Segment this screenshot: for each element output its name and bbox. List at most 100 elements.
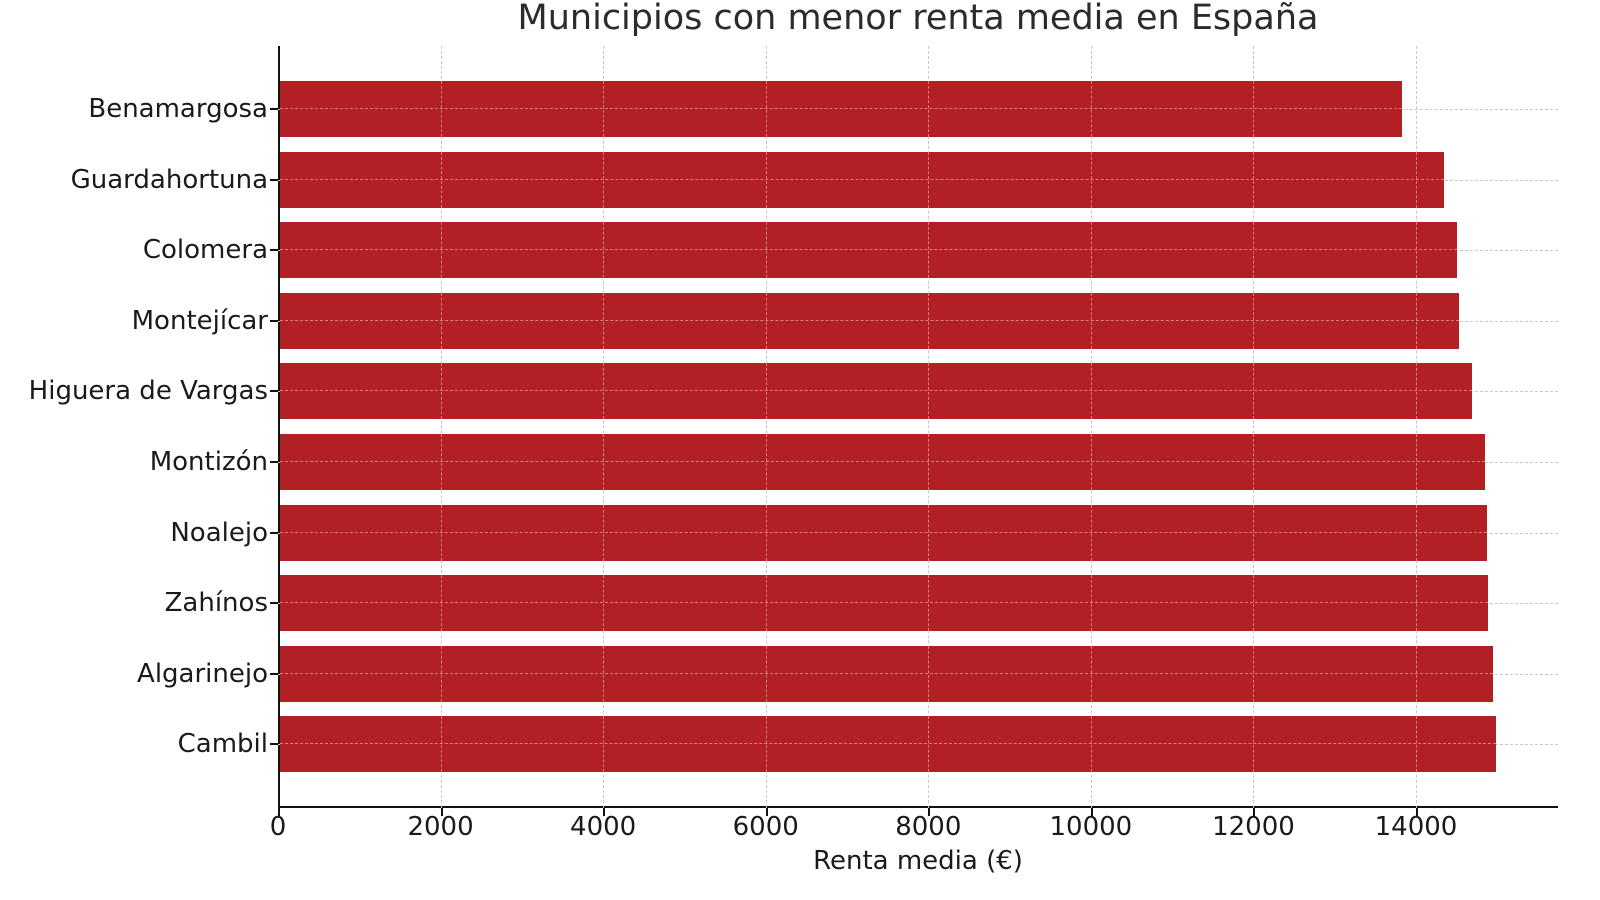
bar-gridline [1253,363,1255,420]
y-tick-label: Montejícar [131,305,268,336]
y-axis-line [278,46,280,808]
y-tick-mark [270,249,278,252]
bar-gridline [440,504,442,561]
bar-gridline [280,319,1460,321]
y-tick-mark [270,178,278,181]
bar-gridline [1253,504,1255,561]
bar-gridline [603,434,605,490]
bar-gridline [928,575,930,632]
bar-gridline [280,249,1458,251]
y-tick-label: Cambil [177,729,268,760]
y-tick-mark [270,319,278,322]
bar-gridline [280,178,1444,180]
bar-gridline [765,434,767,490]
bar-gridline [765,504,767,561]
x-tick-label: 8000 [895,812,962,842]
x-gridline [765,46,767,808]
bar-gridline [1253,222,1255,279]
x-tick-mark [928,808,931,816]
x-tick-label: 0 [269,812,287,842]
y-tick-label: Montizón [149,447,268,477]
x-tick-label: 12000 [1212,812,1295,842]
bar-gridline [765,292,767,349]
x-gridline [1253,46,1255,808]
x-tick-label: 10000 [1049,812,1133,842]
x-tick-mark [278,808,280,816]
bar-gridline [1090,434,1092,490]
bar-gridline [1253,575,1255,632]
bar-gridline [1090,504,1092,561]
x-tick-label: 14000 [1374,812,1458,842]
bar-gridline [603,222,605,279]
bar-gridline [1416,716,1417,773]
bar-gridline [440,292,442,349]
bar-gridline [1253,434,1255,490]
bar-gridline [280,461,1486,462]
x-gridline [603,46,605,808]
bar [280,151,1444,208]
bar-gridline [603,151,605,208]
bar-gridline [603,645,605,702]
bar [280,222,1458,279]
bar-gridline [280,531,1487,533]
bar [280,81,1403,137]
x-tick-label: 6000 [732,812,799,842]
bar-gridline [1090,151,1092,208]
bar-gridline [603,81,605,137]
y-tick-label: Zahínos [164,588,268,619]
bar-gridline [928,292,930,349]
bar-gridline [765,645,767,702]
bar [280,716,1496,773]
bar-gridline [928,151,930,208]
bar-gridline [280,672,1494,674]
bar-gridline [603,363,605,420]
bar [280,645,1494,702]
bar-gridline [1253,81,1255,137]
bar [280,504,1487,561]
bar [280,292,1460,349]
y-tick-mark [270,531,278,534]
bar-gridline [765,222,767,279]
bar-gridline [765,151,767,208]
x-tick-mark [440,808,443,816]
bar-gridline [928,716,930,773]
bar-gridline [1253,645,1255,702]
plot-area [270,46,1558,816]
bar [280,363,1473,420]
y-tick-label: Algarinejo [137,658,268,689]
x-tick-mark [1416,808,1418,816]
bar-gridline [440,575,442,632]
y-tick-label: Colomera [142,235,268,266]
x-tick-mark [1090,808,1093,816]
bar-gridline [1416,222,1417,279]
bar-gridline [1090,645,1092,702]
y-tick-mark [270,672,278,675]
bar-gridline [440,81,442,137]
bar-gridline [928,434,930,490]
bar-gridline [603,575,605,632]
bar-gridline [440,363,442,420]
bar-gridline [765,81,767,137]
bar-gridline [603,504,605,561]
bar-gridline [1416,151,1417,208]
bar-gridline [1090,575,1092,632]
bar-gridline [765,363,767,420]
bar-gridline [765,716,767,773]
x-axis-line [278,806,1558,808]
bar-gridline [1416,363,1417,420]
x-tick-mark [765,808,768,816]
y-tick-label: Guardahortuna [70,164,268,195]
bar-gridline [928,81,930,137]
chart-title: Municipios con menor renta media en Espa… [517,0,1319,38]
bar-gridline [440,716,442,773]
bar-gridline [1253,292,1255,349]
bar-gridline [1090,81,1092,137]
bar-gridline [928,504,930,561]
x-gridline [1416,46,1417,808]
x-axis-title: Renta media (€) [813,846,1023,876]
y-tick-mark [270,743,278,746]
bar-gridline [280,108,1403,109]
bar [280,575,1489,632]
y-tick-label: Benamargosa [88,94,268,124]
bar-gridline [1416,504,1417,561]
